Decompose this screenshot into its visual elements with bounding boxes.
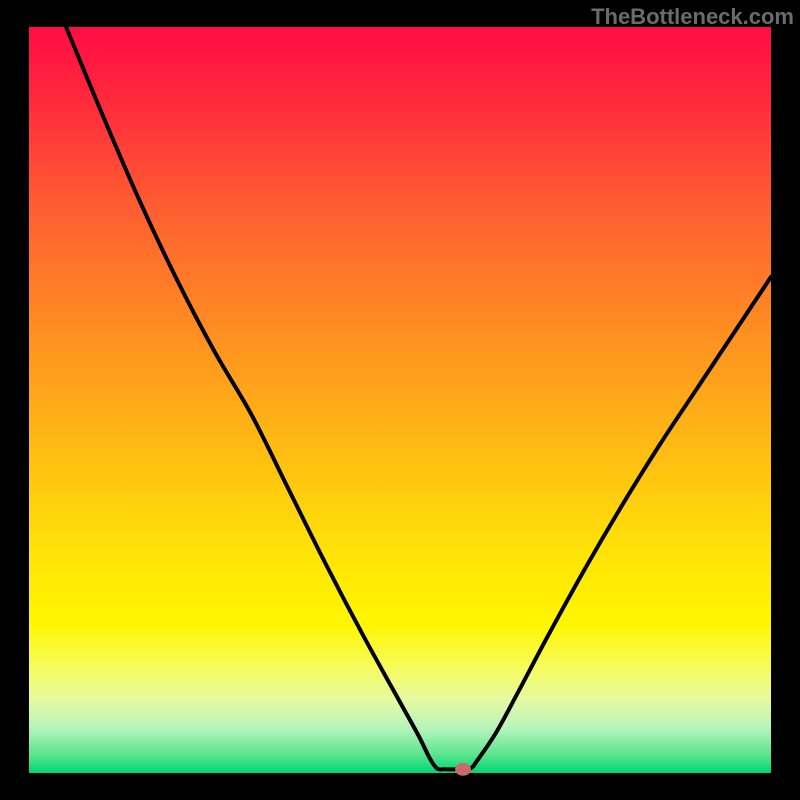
optimal-point-marker: [455, 763, 471, 776]
bottleneck-chart: TheBottleneck.com: [0, 0, 800, 800]
watermark-label: TheBottleneck.com: [591, 4, 794, 30]
chart-background: [29, 27, 771, 773]
chart-svg: [0, 0, 800, 800]
